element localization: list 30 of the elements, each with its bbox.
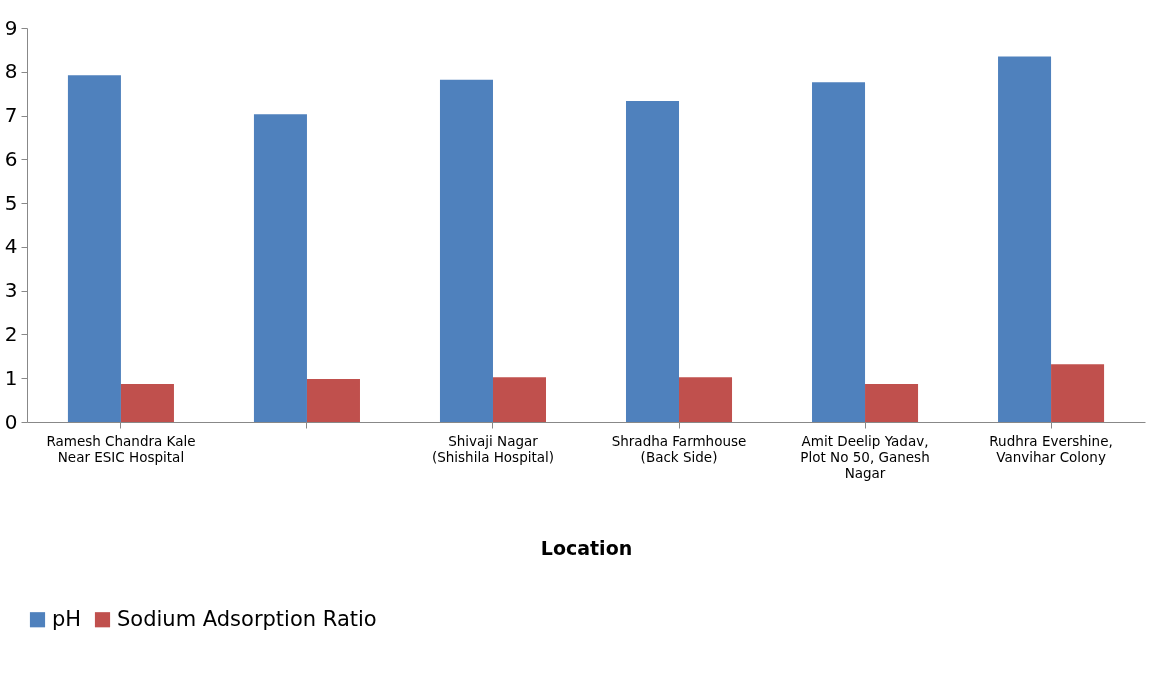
y-tick-label: 5 xyxy=(4,190,18,215)
bar xyxy=(492,377,546,422)
x-tick-label: Rudhra Evershine, Vanvihar Colony xyxy=(989,432,1113,465)
y-tick-label: 9 xyxy=(4,15,18,40)
bar xyxy=(998,56,1052,422)
bar xyxy=(253,114,307,422)
bar xyxy=(67,75,121,422)
x-tick-label: Shivaji Nagar (Shishila Hospital) xyxy=(431,432,555,465)
bar xyxy=(626,101,680,422)
y-tick-label: 6 xyxy=(4,146,18,171)
y-tick-label: 7 xyxy=(4,103,18,128)
y-tick-label: 8 xyxy=(4,59,18,84)
x-tick-label: Amit Deelip Yadav, Plot No 50, Ganesh Nagar xyxy=(800,432,930,481)
bar xyxy=(1051,364,1105,422)
y-tick-label: 2 xyxy=(4,321,18,346)
bar xyxy=(439,79,493,422)
x-axis-title: Location xyxy=(540,537,633,559)
x-tick-label: Ramesh Chandra Kale Near ESIC Hospital xyxy=(46,432,196,465)
y-tick-label: 4 xyxy=(4,234,18,259)
bar xyxy=(812,82,866,422)
bar xyxy=(865,383,919,422)
x-tick-label: Shradha Farmhouse (Back Side) xyxy=(611,432,747,465)
bar xyxy=(679,377,733,422)
y-tick-label: 1 xyxy=(4,365,18,390)
y-tick-label: 3 xyxy=(4,278,18,303)
legend-label: Sodium Adsorption Ratio xyxy=(117,606,377,631)
y-tick-label: 0 xyxy=(4,409,18,434)
bar xyxy=(120,383,174,422)
legend-label: pH xyxy=(52,606,82,631)
bar xyxy=(306,379,360,422)
